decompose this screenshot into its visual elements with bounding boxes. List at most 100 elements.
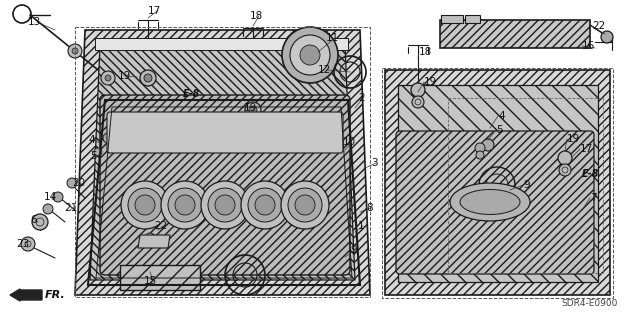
Circle shape — [281, 181, 329, 229]
Ellipse shape — [450, 183, 530, 221]
Text: 11: 11 — [326, 33, 339, 43]
Polygon shape — [120, 265, 200, 290]
Circle shape — [291, 128, 299, 136]
Text: 17: 17 — [148, 6, 161, 16]
Circle shape — [175, 195, 195, 215]
Text: 1: 1 — [358, 221, 365, 231]
Circle shape — [558, 151, 572, 165]
Text: 13: 13 — [28, 17, 41, 27]
Polygon shape — [385, 70, 610, 295]
FancyBboxPatch shape — [107, 112, 343, 153]
Circle shape — [482, 139, 494, 151]
Circle shape — [295, 195, 315, 215]
Text: 6: 6 — [30, 215, 36, 225]
Circle shape — [135, 195, 155, 215]
Text: 12: 12 — [318, 65, 332, 75]
Text: 5: 5 — [90, 151, 97, 161]
Circle shape — [168, 188, 202, 222]
Circle shape — [21, 237, 35, 251]
Circle shape — [559, 164, 571, 176]
Circle shape — [144, 74, 152, 82]
Circle shape — [249, 106, 257, 114]
Bar — [441, 15, 463, 23]
Circle shape — [248, 188, 282, 222]
Circle shape — [101, 71, 115, 85]
Circle shape — [290, 35, 330, 75]
Text: 22: 22 — [154, 221, 167, 231]
Text: 18: 18 — [250, 11, 263, 21]
Text: 5: 5 — [496, 125, 502, 135]
Polygon shape — [95, 38, 348, 50]
Ellipse shape — [460, 189, 520, 214]
Text: 3: 3 — [371, 158, 378, 168]
Circle shape — [94, 148, 102, 156]
Circle shape — [245, 102, 261, 118]
Circle shape — [208, 188, 242, 222]
Circle shape — [53, 192, 63, 202]
Circle shape — [140, 70, 156, 86]
Text: 18: 18 — [419, 47, 432, 57]
Circle shape — [211, 128, 219, 136]
Circle shape — [201, 181, 249, 229]
Circle shape — [145, 233, 155, 243]
Circle shape — [128, 188, 162, 222]
Bar — [465, 15, 480, 23]
Circle shape — [171, 128, 179, 136]
Circle shape — [215, 195, 235, 215]
FancyArrow shape — [10, 289, 42, 301]
Text: 9: 9 — [523, 180, 530, 190]
Text: FR.: FR. — [45, 290, 66, 300]
Circle shape — [317, 124, 333, 140]
Text: 2: 2 — [358, 93, 365, 103]
Text: 17: 17 — [580, 144, 593, 154]
Circle shape — [72, 48, 78, 54]
Text: E-8: E-8 — [183, 89, 200, 99]
Polygon shape — [440, 20, 590, 48]
Circle shape — [207, 124, 223, 140]
Circle shape — [300, 45, 320, 65]
Circle shape — [255, 195, 275, 215]
Text: 4: 4 — [88, 135, 95, 145]
Polygon shape — [75, 30, 370, 295]
Text: 19: 19 — [567, 134, 580, 144]
Circle shape — [412, 96, 424, 108]
Circle shape — [167, 124, 183, 140]
Circle shape — [186, 273, 194, 281]
FancyBboxPatch shape — [396, 131, 594, 274]
Text: 23: 23 — [16, 239, 29, 249]
Circle shape — [241, 181, 289, 229]
Text: 15: 15 — [144, 276, 157, 286]
Circle shape — [43, 204, 53, 214]
Circle shape — [282, 27, 338, 83]
Text: 22: 22 — [592, 21, 605, 31]
Circle shape — [476, 151, 484, 159]
Text: 19: 19 — [424, 77, 437, 87]
Circle shape — [136, 128, 144, 136]
Circle shape — [67, 178, 77, 188]
Circle shape — [154, 271, 166, 283]
Text: 21: 21 — [64, 203, 77, 213]
Text: 8: 8 — [366, 203, 372, 213]
Text: 14: 14 — [44, 192, 57, 202]
Text: 10: 10 — [343, 137, 356, 147]
Text: 19: 19 — [244, 103, 257, 113]
Circle shape — [68, 44, 82, 58]
Text: SDR4-E0900: SDR4-E0900 — [562, 299, 618, 308]
Polygon shape — [90, 45, 355, 280]
Circle shape — [251, 128, 259, 136]
Circle shape — [287, 124, 303, 140]
Circle shape — [121, 181, 169, 229]
Text: 16: 16 — [582, 41, 595, 51]
Text: 4: 4 — [498, 111, 504, 121]
Circle shape — [105, 75, 111, 81]
Circle shape — [475, 143, 485, 153]
Circle shape — [411, 83, 425, 97]
Circle shape — [601, 31, 613, 43]
FancyBboxPatch shape — [100, 95, 350, 275]
Polygon shape — [138, 235, 170, 248]
Polygon shape — [398, 85, 598, 282]
Circle shape — [288, 188, 322, 222]
Circle shape — [132, 124, 148, 140]
Circle shape — [103, 133, 113, 143]
Text: 19: 19 — [118, 71, 131, 81]
